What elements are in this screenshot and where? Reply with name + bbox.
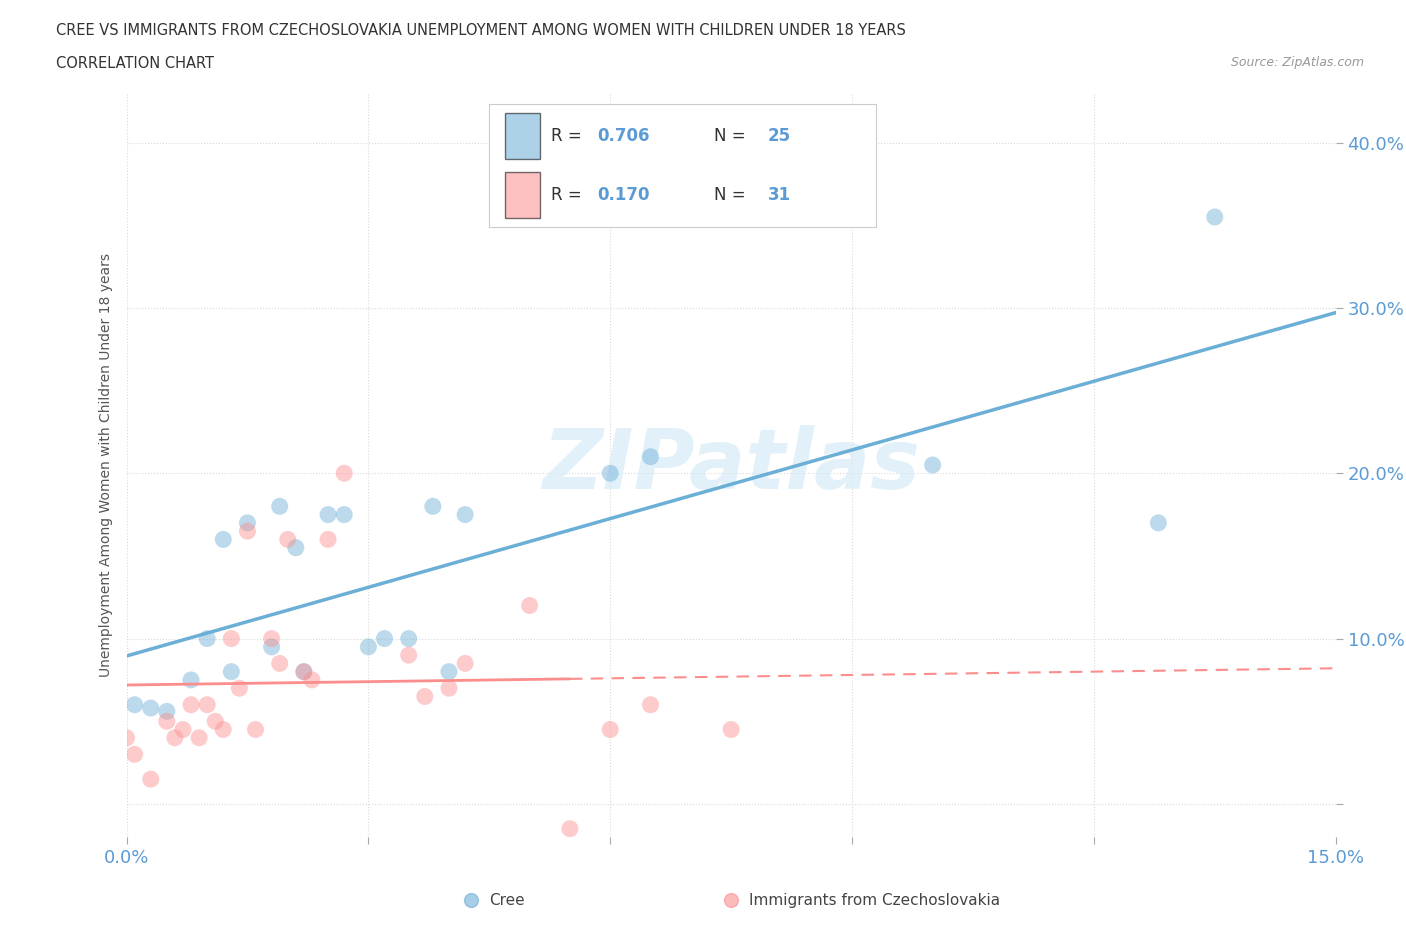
Point [316, 532, 339, 547]
Point [284, 540, 307, 555]
Point [640, 698, 662, 712]
Text: ZIPatlas: ZIPatlas [543, 424, 920, 506]
Point [204, 714, 226, 729]
Point [139, 772, 162, 787]
Point [260, 631, 283, 646]
Point [124, 747, 146, 762]
Y-axis label: Unemployment Among Women with Children Under 18 years: Unemployment Among Women with Children U… [98, 253, 112, 677]
Point [124, 698, 146, 712]
Point [519, 598, 541, 613]
Point [1147, 515, 1170, 530]
Point [292, 664, 315, 679]
Point [180, 672, 202, 687]
Point [316, 507, 339, 522]
Point [398, 631, 420, 646]
Text: CORRELATION CHART: CORRELATION CHART [56, 56, 214, 71]
Point [720, 722, 742, 737]
Point [188, 730, 211, 745]
Point [139, 700, 162, 715]
Point [398, 647, 420, 662]
Point [558, 821, 581, 836]
Point [269, 498, 291, 513]
Point [599, 466, 621, 481]
Point [357, 640, 380, 655]
Point [413, 689, 436, 704]
Point [245, 722, 267, 737]
Point [156, 704, 179, 719]
Point [437, 664, 460, 679]
Point [212, 722, 235, 737]
Point [260, 640, 283, 655]
Point [236, 524, 259, 538]
Point [437, 681, 460, 696]
Point [195, 698, 218, 712]
Text: CREE VS IMMIGRANTS FROM CZECHOSLOVAKIA UNEMPLOYMENT AMONG WOMEN WITH CHILDREN UN: CREE VS IMMIGRANTS FROM CZECHOSLOVAKIA U… [56, 23, 905, 38]
Point [640, 449, 662, 464]
Point [115, 730, 138, 745]
Point [333, 466, 356, 481]
Text: Cree: Cree [489, 893, 524, 908]
Point [180, 698, 202, 712]
Point [221, 631, 243, 646]
Point [454, 656, 477, 671]
Point [212, 532, 235, 547]
Point [277, 532, 299, 547]
Point [454, 507, 477, 522]
Point [236, 515, 259, 530]
Point [292, 664, 315, 679]
Text: Source: ZipAtlas.com: Source: ZipAtlas.com [1230, 56, 1364, 69]
Point [172, 722, 194, 737]
Point [163, 730, 186, 745]
Point [599, 722, 621, 737]
Point [301, 672, 323, 687]
Point [228, 681, 250, 696]
Point [195, 631, 218, 646]
Point [269, 656, 291, 671]
Text: Immigrants from Czechoslovakia: Immigrants from Czechoslovakia [749, 893, 1001, 908]
Point [156, 714, 179, 729]
Point [422, 498, 444, 513]
Point [333, 507, 356, 522]
Point [1204, 209, 1226, 224]
Point [921, 458, 943, 472]
Point [373, 631, 395, 646]
Point [221, 664, 243, 679]
